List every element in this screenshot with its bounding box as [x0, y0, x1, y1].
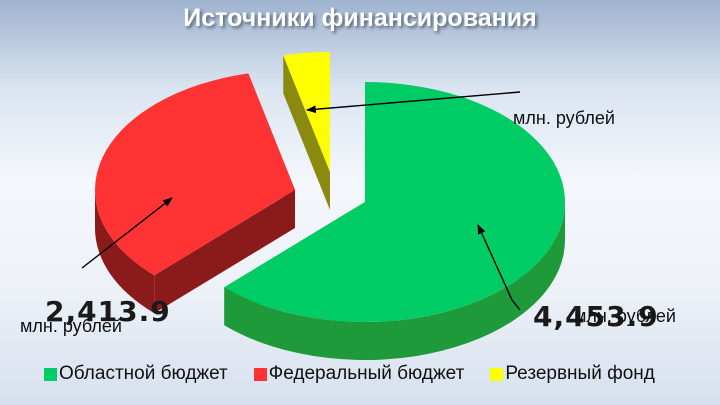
slice-unit-label-reserve: млн. рублей	[513, 108, 615, 128]
legend-swatch-regional	[44, 367, 57, 381]
slice-unit-label-regional: млн. рублей	[574, 306, 676, 326]
legend-label-federal: Федеральный бюджет	[268, 363, 465, 384]
pie-slice-top-reserve	[283, 52, 330, 172]
slice-unit-label-federal: млн. рублей	[20, 316, 122, 336]
slice-value-label-regional: 4,453.9	[533, 300, 659, 333]
chart-title: Источники финансирования	[183, 4, 537, 32]
pie-slice-wall-regional	[224, 202, 565, 361]
pie-slice-wall-federal	[95, 190, 155, 314]
pie-slice-regional	[224, 82, 565, 361]
legend-item-federal: Федеральный бюджет	[253, 363, 465, 385]
legend-swatch-federal	[253, 367, 267, 381]
pie-slice-top-federal	[94, 73, 296, 276]
legend-item-reserve: Резервный фонд	[490, 363, 655, 385]
leader-lines-group	[81, 91, 521, 311]
legend-item-regional: Областной бюджет	[44, 363, 228, 385]
pie-slices-group	[94, 52, 565, 361]
legend-label-regional: Областной бюджет	[59, 363, 228, 384]
slice-value-label-federal: 2,413.9	[45, 295, 171, 328]
chart-legend: Областной бюджет Федеральный бюджет Резе…	[44, 363, 655, 385]
legend-label-reserve: Резервный фонд	[505, 363, 655, 384]
leader-line-federal	[81, 197, 173, 269]
leader-line-regional	[477, 224, 521, 311]
pie-slice-federal	[94, 73, 296, 314]
pie-slice-top-regional	[224, 82, 565, 322]
leader-line-reserve	[306, 91, 521, 114]
pie-slice-side-reserve-0	[283, 55, 330, 211]
legend-swatch-reserve	[490, 367, 504, 381]
pie-slice-side-federal-0	[154, 190, 295, 314]
